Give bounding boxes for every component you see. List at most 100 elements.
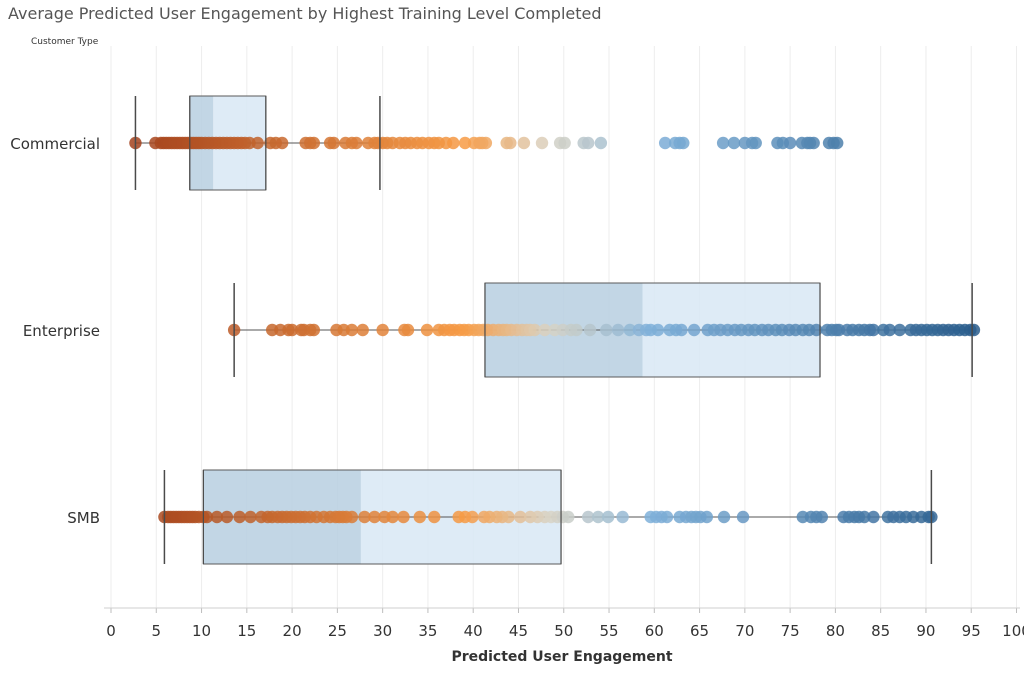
data-point bbox=[428, 510, 441, 524]
whiskers bbox=[134, 96, 973, 564]
data-point bbox=[623, 323, 637, 337]
data-point bbox=[514, 510, 527, 524]
data-point bbox=[716, 136, 730, 150]
x-tick-label: 30 bbox=[373, 622, 392, 640]
data-point bbox=[677, 136, 690, 150]
data-point bbox=[220, 510, 234, 524]
data-point bbox=[570, 323, 583, 337]
x-tick-label: 100 bbox=[1002, 622, 1024, 640]
data-point bbox=[401, 323, 415, 337]
data-point bbox=[251, 136, 264, 150]
data-point bbox=[700, 510, 714, 524]
data-point bbox=[658, 136, 672, 150]
x-tick-label: 55 bbox=[599, 622, 618, 640]
data-point bbox=[867, 510, 880, 524]
data-point bbox=[600, 323, 613, 337]
data-point bbox=[327, 136, 340, 150]
data-point bbox=[504, 136, 517, 150]
data-point bbox=[307, 323, 321, 337]
data-point bbox=[717, 510, 731, 524]
x-tick-label: 0 bbox=[106, 622, 116, 640]
data-point bbox=[611, 323, 625, 337]
x-tick-label: 20 bbox=[283, 622, 302, 640]
row-labels: Commercial Enterprise SMB bbox=[10, 135, 100, 527]
data-point bbox=[831, 136, 844, 150]
x-tick-label: 95 bbox=[962, 622, 981, 640]
data-point bbox=[244, 510, 257, 524]
data-point bbox=[517, 136, 531, 150]
data-point bbox=[810, 323, 823, 337]
data-point bbox=[651, 323, 665, 337]
data-point bbox=[466, 510, 479, 524]
data-point bbox=[502, 510, 515, 524]
data-point bbox=[413, 510, 426, 524]
data-point bbox=[350, 136, 363, 150]
data-point bbox=[893, 323, 906, 337]
x-tick-label: 5 bbox=[152, 622, 162, 640]
x-tick-label: 60 bbox=[645, 622, 664, 640]
data-point bbox=[535, 136, 549, 150]
data-point bbox=[660, 510, 674, 524]
x-tick-label: 80 bbox=[826, 622, 845, 640]
data-point bbox=[358, 510, 371, 524]
row-header-label: Customer Type bbox=[31, 37, 99, 47]
data-point bbox=[397, 510, 410, 524]
data-point bbox=[356, 323, 369, 337]
data-point bbox=[883, 323, 896, 337]
data-point bbox=[594, 136, 608, 150]
data-point bbox=[581, 510, 595, 524]
data-point bbox=[687, 323, 701, 337]
data-point bbox=[815, 510, 829, 524]
x-axis-title: Predicted User Engagement bbox=[451, 649, 672, 665]
data-point bbox=[581, 136, 595, 150]
data-point bbox=[967, 323, 981, 337]
data-point bbox=[562, 510, 575, 524]
data-point bbox=[601, 510, 615, 524]
data-point bbox=[858, 510, 871, 524]
data-point bbox=[616, 510, 629, 524]
data-point bbox=[210, 510, 224, 524]
data-point bbox=[275, 136, 289, 150]
row-label: Commercial bbox=[10, 135, 100, 153]
data-point bbox=[783, 136, 797, 150]
x-tick-label: 15 bbox=[237, 622, 256, 640]
data-point bbox=[376, 323, 389, 337]
x-tick-label: 10 bbox=[192, 622, 211, 640]
data-point bbox=[591, 510, 605, 524]
x-tick-label: 75 bbox=[781, 622, 800, 640]
data-point bbox=[867, 323, 880, 337]
x-tick-label: 40 bbox=[464, 622, 483, 640]
data-point bbox=[736, 510, 750, 524]
data-points bbox=[129, 136, 981, 524]
row-label: SMB bbox=[67, 509, 100, 527]
x-tick-label: 25 bbox=[328, 622, 347, 640]
data-point bbox=[749, 136, 762, 150]
data-point bbox=[233, 510, 246, 524]
data-point bbox=[528, 323, 541, 337]
x-tick-label: 90 bbox=[916, 622, 935, 640]
data-point bbox=[538, 323, 551, 337]
x-tick-label: 45 bbox=[509, 622, 528, 640]
data-point bbox=[727, 136, 741, 150]
data-point bbox=[807, 136, 820, 150]
data-point bbox=[447, 136, 460, 150]
x-tick-label: 70 bbox=[735, 622, 754, 640]
data-point bbox=[345, 510, 359, 524]
data-point bbox=[479, 136, 493, 150]
data-point bbox=[458, 136, 472, 150]
data-point bbox=[558, 136, 571, 150]
data-point bbox=[368, 510, 381, 524]
row-label: Enterprise bbox=[23, 322, 100, 340]
x-tick-label: 85 bbox=[871, 622, 890, 640]
data-point bbox=[307, 136, 321, 150]
x-tick-label: 50 bbox=[554, 622, 573, 640]
x-tick-label: 65 bbox=[690, 622, 709, 640]
x-axis: 0 5 10 15 20 25 30 35 40 45 50 55 60 65 70 75 80 85 90 95 10… bbox=[104, 607, 1024, 665]
data-point bbox=[675, 323, 688, 337]
data-point bbox=[345, 323, 359, 337]
x-tick-label: 35 bbox=[418, 622, 437, 640]
data-point bbox=[583, 323, 597, 337]
data-point bbox=[420, 323, 434, 337]
data-point bbox=[386, 510, 399, 524]
